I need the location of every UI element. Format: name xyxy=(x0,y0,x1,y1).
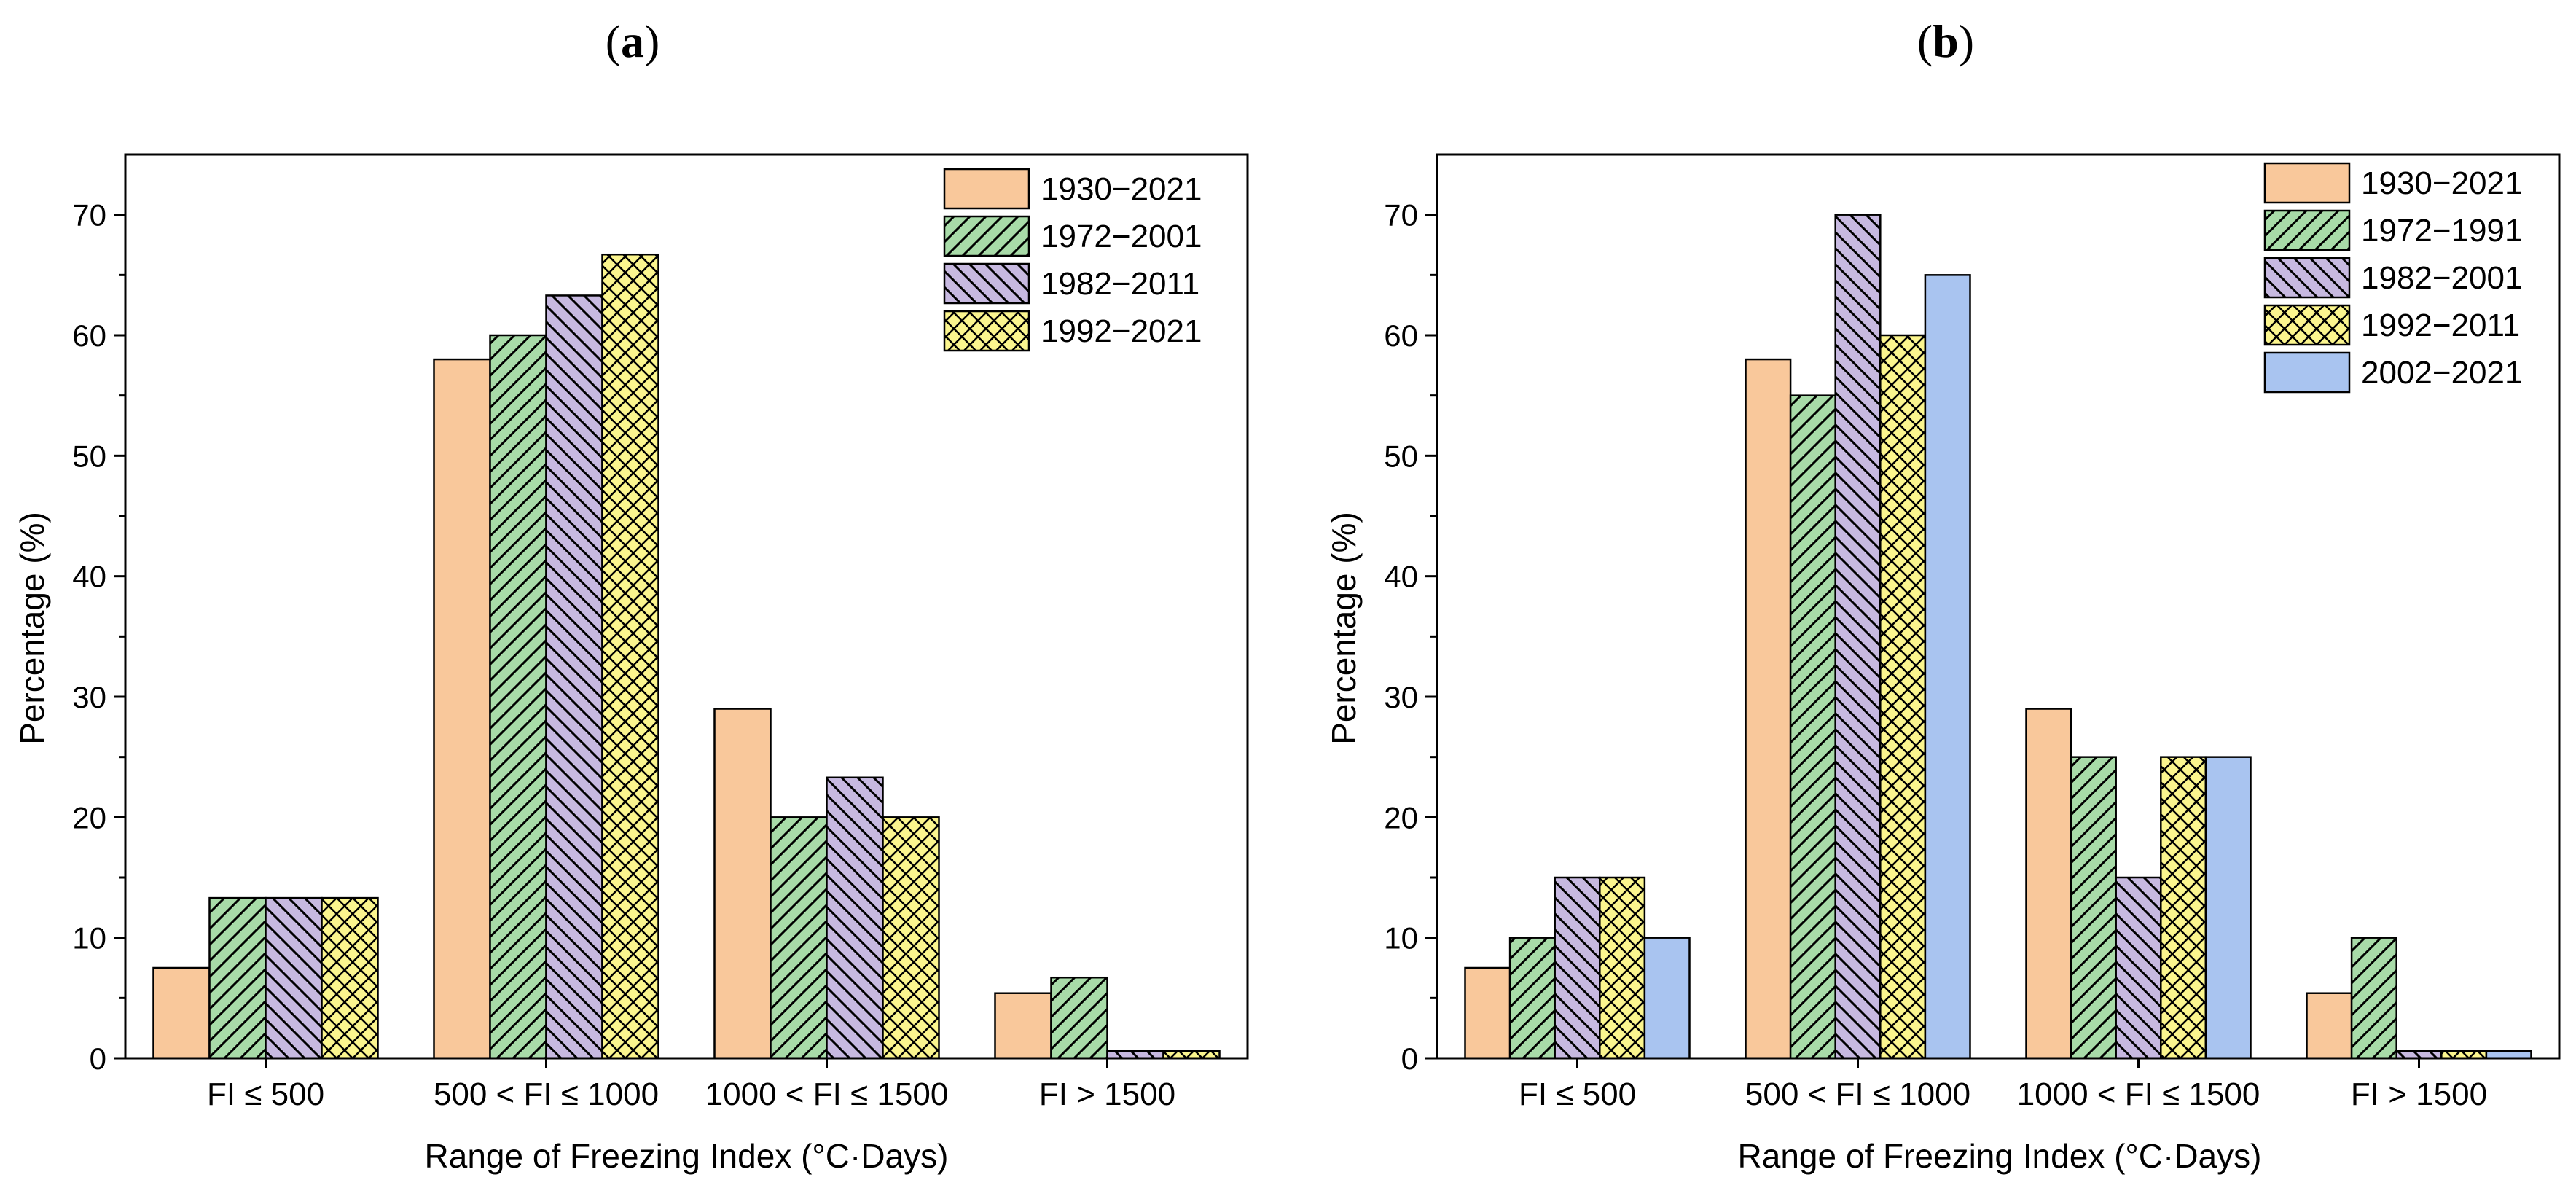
bar-b-s3-c0 xyxy=(1599,876,1646,1060)
bar-a-s3-c2 xyxy=(882,816,940,1060)
y-tick-label-b-7: 70 xyxy=(1384,198,1418,232)
y-tick-label-b-6: 60 xyxy=(1384,318,1418,353)
bar-a-s0-c0 xyxy=(152,966,211,1060)
y-tick-label-a-0: 0 xyxy=(90,1041,106,1076)
bar-a-s1-c1 xyxy=(489,334,547,1060)
bar-b-s2-c0 xyxy=(1554,876,1601,1060)
legend-swatch-b-4 xyxy=(2263,351,2351,394)
bar-b-s4-c1 xyxy=(1924,274,1971,1060)
bar-b-s2-c2 xyxy=(2115,876,2162,1060)
y-tick-label-a-6: 60 xyxy=(72,318,106,353)
bar-a-s2-c2 xyxy=(826,776,884,1060)
legend-swatch-b-0 xyxy=(2263,162,2351,204)
legend-swatch-a-0 xyxy=(943,168,1030,210)
x-category-label-a-0: FI ≤ 500 xyxy=(207,1076,324,1112)
x-category-label-b-2: 1000 < FI ≤ 1500 xyxy=(2017,1076,2260,1112)
bar-b-s3-c1 xyxy=(1879,334,1927,1060)
bar-b-s0-c0 xyxy=(1464,966,1511,1060)
y-tick-label-b-1: 10 xyxy=(1384,921,1418,955)
bar-a-s3-c1 xyxy=(601,253,659,1060)
y-tick-label-a-1: 10 xyxy=(72,921,106,955)
x-category-label-a-3: FI > 1500 xyxy=(1039,1076,1175,1112)
bar-b-s1-c2 xyxy=(2070,756,2117,1060)
y-tick-label-b-2: 20 xyxy=(1384,800,1418,835)
bar-a-s0-c2 xyxy=(713,708,772,1060)
y-tick-label-a-3: 30 xyxy=(72,680,106,714)
bar-b-s4-c0 xyxy=(1643,937,1691,1060)
plot-frame-a xyxy=(124,153,1249,1060)
legend-swatch-a-2 xyxy=(943,262,1030,305)
panel-a: (a) 0 10 20 30 40 50 60 70 FI ≤ 500 500 < FI ≤ 10… xyxy=(13,15,1249,1175)
legend-swatch-a-1 xyxy=(943,215,1030,257)
panel-b-y-axis-title: Percentage (%) xyxy=(1325,512,1363,745)
x-category-label-b-3: FI > 1500 xyxy=(2351,1076,2487,1112)
panel-a-x-axis-title: Range of Freezing Index (°C·Days) xyxy=(425,1137,949,1175)
legend-label-b-2: 1982−2001 xyxy=(2361,260,2522,296)
bar-a-s2-c1 xyxy=(545,294,603,1060)
x-category-label-a-2: 1000 < FI ≤ 1500 xyxy=(705,1076,949,1112)
bar-b-s0-c3 xyxy=(2306,992,2353,1060)
bar-b-s1-c3 xyxy=(2350,937,2397,1060)
bar-a-s1-c2 xyxy=(770,816,828,1060)
bar-b-s3-c2 xyxy=(2160,756,2207,1060)
x-category-label-a-1: 500 < FI ≤ 1000 xyxy=(434,1076,659,1112)
legend-swatch-b-3 xyxy=(2263,304,2351,346)
panel-b-plot: 0 10 20 30 40 50 60 70 FI ≤ 500 500 < FI ≤ 1000 10… xyxy=(1384,153,2561,1112)
y-tick-label-b-5: 50 xyxy=(1384,439,1418,473)
x-category-label-b-1: 500 < FI ≤ 1000 xyxy=(1745,1076,1970,1112)
y-tick-label-a-2: 20 xyxy=(72,800,106,835)
legend-a: 1930−2021 1972−2001 1982−2011 1992−2021 xyxy=(943,168,1202,352)
bar-a-s2-c0 xyxy=(265,896,323,1060)
legend-label-a-2: 1982−2011 xyxy=(1041,266,1199,302)
bar-a-s3-c0 xyxy=(321,896,379,1060)
y-tick-label-a-5: 50 xyxy=(72,439,106,473)
panel-a-label: (a) xyxy=(606,15,660,67)
bar-b-s0-c1 xyxy=(1745,358,1792,1060)
panel-b-label: (b) xyxy=(1917,15,1974,67)
legend-swatch-b-1 xyxy=(2263,209,2351,251)
y-tick-label-b-4: 40 xyxy=(1384,560,1418,594)
bar-b-s0-c2 xyxy=(2025,708,2072,1060)
panel-a-plot: 0 10 20 30 40 50 60 70 FI ≤ 500 500 < FI ≤ 1000 10… xyxy=(72,153,1249,1112)
legend-label-b-3: 1992−2011 xyxy=(2361,308,2520,343)
bar-a-s1-c0 xyxy=(208,896,267,1060)
bar-a-s1-c3 xyxy=(1050,976,1108,1060)
x-category-label-b-0: FI ≤ 500 xyxy=(1519,1076,1636,1112)
legend-label-a-1: 1972−2001 xyxy=(1041,219,1202,254)
legend-label-a-3: 1992−2021 xyxy=(1041,313,1202,349)
y-tick-label-b-0: 0 xyxy=(1401,1041,1418,1076)
legend-swatch-a-3 xyxy=(943,310,1030,352)
legend-label-b-1: 1972−1991 xyxy=(2361,213,2522,249)
bar-b-s2-c1 xyxy=(1834,214,1882,1060)
panel-a-y-axis-title: Percentage (%) xyxy=(13,512,51,745)
panel-b-x-axis-title: Range of Freezing Index (°C·Days) xyxy=(1738,1137,2262,1175)
panel-b: (b) 0 10 20 30 40 50 60 70 FI ≤ 500 500 < FI ≤ 10… xyxy=(1325,15,2561,1175)
legend-swatch-b-2 xyxy=(2263,257,2351,299)
y-tick-label-b-3: 30 xyxy=(1384,680,1418,714)
legend-label-b-0: 1930−2021 xyxy=(2361,165,2522,201)
bar-a-s0-c3 xyxy=(994,992,1052,1060)
legend-label-a-0: 1930−2021 xyxy=(1041,171,1202,207)
y-tick-label-a-7: 70 xyxy=(72,198,106,232)
bar-b-s4-c2 xyxy=(2204,756,2252,1060)
bar-a-s0-c1 xyxy=(433,358,491,1060)
legend-b: 1930−2021 1972−1991 1982−2001 1992−2011 2002… xyxy=(2263,162,2522,394)
legend-label-b-4: 2002−2021 xyxy=(2361,355,2522,391)
plot-frame-b xyxy=(1436,153,2561,1060)
bar-b-s1-c1 xyxy=(1789,394,1836,1060)
bar-b-s1-c0 xyxy=(1508,937,1556,1060)
y-tick-label-a-4: 40 xyxy=(72,560,106,594)
